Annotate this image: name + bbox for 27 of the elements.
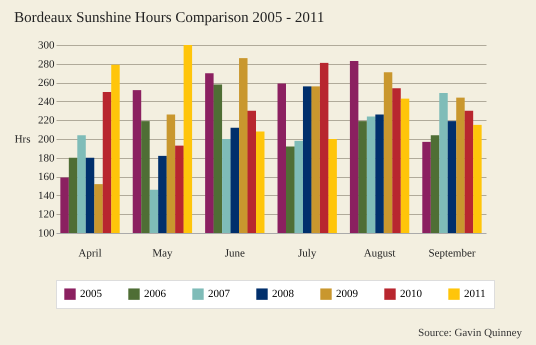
y-tick-label: 160 — [38, 171, 55, 184]
x-tick-label: July — [298, 248, 317, 260]
y-tick-label: 300 — [38, 40, 55, 52]
y-tick-label: 260 — [38, 77, 55, 90]
legend-label: 2009 — [336, 288, 358, 300]
y-tick-label: 120 — [38, 208, 55, 221]
chart-title: Bordeaux Sunshine Hours Comparison 2005 - 2011 — [14, 10, 324, 26]
y-tick-label: 280 — [38, 58, 55, 70]
y-axis-title: Hrs — [14, 134, 30, 146]
x-tick-label: June — [224, 248, 245, 260]
legend-label: 2006 — [144, 288, 166, 300]
legend-label: 2005 — [80, 288, 102, 300]
legend-label: 2008 — [272, 288, 294, 300]
y-tick-label: 220 — [38, 114, 55, 127]
x-tick-label: May — [152, 248, 173, 260]
x-tick-label: April — [78, 248, 102, 260]
legend-label: 2011 — [464, 288, 486, 300]
y-tick-label: 180 — [38, 152, 55, 164]
legend-label: 2010 — [400, 288, 422, 300]
y-tick-label: 240 — [38, 96, 55, 108]
source-note: Source: Gavin Quinney — [418, 327, 522, 339]
y-tick-label: 140 — [38, 190, 55, 202]
y-tick-label: 100 — [38, 228, 55, 240]
x-tick-label: September — [428, 248, 476, 260]
x-tick-label: August — [364, 248, 396, 260]
legend-label: 2007 — [208, 288, 230, 300]
y-tick-label: 200 — [38, 134, 55, 146]
